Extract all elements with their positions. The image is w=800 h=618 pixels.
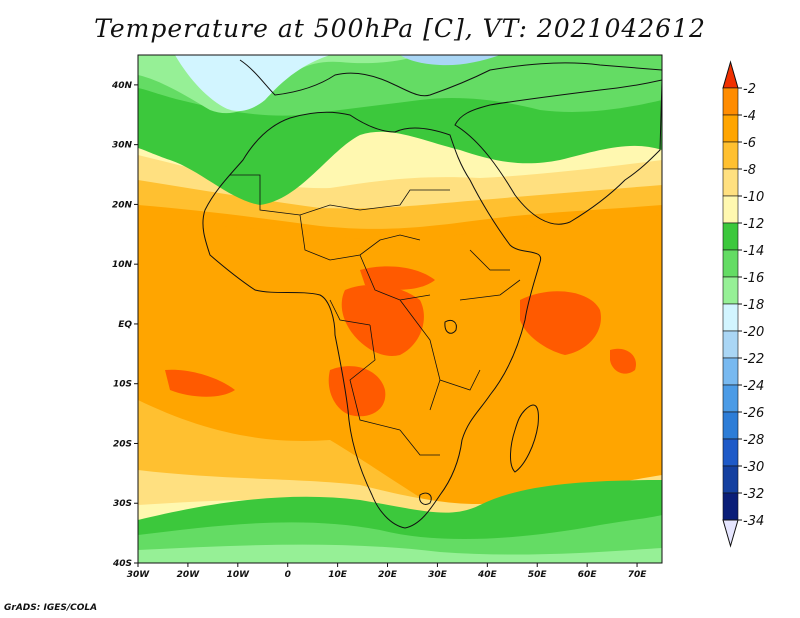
field-band-minus20-north [175,55,330,112]
x-tick-label: 10E [328,570,348,580]
madagascar-coastline [510,404,539,473]
field-band-minus22-north [400,55,500,66]
field-patch-minus2-sahel [360,266,435,290]
colorbar-label: -14 [743,244,764,259]
field-patch-minus2-indian-ocean [520,291,601,355]
coastlines [202,59,662,529]
field-patch-minus2-central-africa [341,284,424,356]
y-tick-label: 10S [113,380,132,390]
x-tick-label: 30W [127,570,151,580]
colorbar-swatch [722,303,739,332]
colorbar-label: -24 [743,379,764,394]
field-patch-minus2-atlantic [165,369,235,397]
y-tick-label: 40S [112,559,132,569]
x-tick-label: 20E [378,570,398,580]
colorbar-swatch [722,87,739,116]
lake-victoria [444,319,457,334]
y-tick-label: 30S [113,499,132,509]
colorbar-label: -2 [743,82,756,97]
colorbar-label: -4 [743,109,756,124]
colorbar-swatch [722,168,739,197]
colorbar-label: -28 [743,433,764,448]
africa-coastline [202,111,542,529]
field-band-minus18-south [138,544,662,563]
y-tick-label: 20N [112,200,133,210]
colorbar-swatch [722,276,739,305]
colorbar-label: -20 [743,325,764,340]
colorbar-swatch [722,195,739,224]
y-tick-label: 30N [112,141,133,151]
colorbar-label: -8 [743,163,756,178]
colorbar-swatch [722,330,739,359]
colorbar-label: -30 [743,460,764,475]
europe-coastline [239,59,662,97]
colorbar-swatch [722,249,739,278]
colorbar-swatch [722,141,739,170]
colorbar-label: -34 [743,514,764,529]
colorbar-label: -16 [743,271,764,286]
x-tick-label: 60E [578,570,598,580]
x-tick-label: 30E [428,570,448,580]
axis-ticks: 30W 20W 10W 0 10E 20E 30E 40E 50E 60E 70E 40N 30N 20N… [111,81,647,580]
y-tick-label: EQ [118,320,132,330]
footer-credit: GrADS: IGES/COLA [4,603,98,613]
x-tick-label: 50E [528,570,548,580]
colorbar-bottom-arrow [722,519,739,548]
y-tick-label: 10N [112,260,133,270]
colorbar-swatch [722,438,739,467]
x-tick-label: 70E [628,570,648,580]
chart-title: Temperature at 500hPa [C], VT: 202104261… [94,14,706,43]
colorbar-top-arrow [722,60,739,89]
colorbar-swatch [722,357,739,386]
border-lines [230,174,521,456]
colorbar-swatch [722,465,739,494]
colorbar-swatch [722,492,739,521]
colorbar-label: -6 [743,136,756,151]
colorbar-label: -18 [743,298,764,313]
colorbar-label: -10 [743,190,764,205]
map-frame [137,54,663,564]
x-tick-label: 10W [227,570,251,580]
colorbar-swatch [722,384,739,413]
colorbar-label: -32 [743,487,764,502]
x-tick-label: 20W [177,570,201,580]
colorbar-swatch [722,222,739,251]
colorbar-label: -12 [743,217,764,232]
field-patch-minus2-east [610,348,636,374]
y-tick-label: 20S [113,439,132,449]
x-tick-label: 0 [285,570,291,580]
lesotho-border [419,492,432,505]
y-tick-label: 40N [111,81,133,91]
arabia-coastline [454,79,662,225]
colorbar-swatch [722,114,739,143]
colorbar-label: -22 [743,352,764,367]
colorbar-swatch [722,411,739,440]
colorbar-label: -26 [743,406,764,421]
x-tick-label: 40E [477,570,498,580]
